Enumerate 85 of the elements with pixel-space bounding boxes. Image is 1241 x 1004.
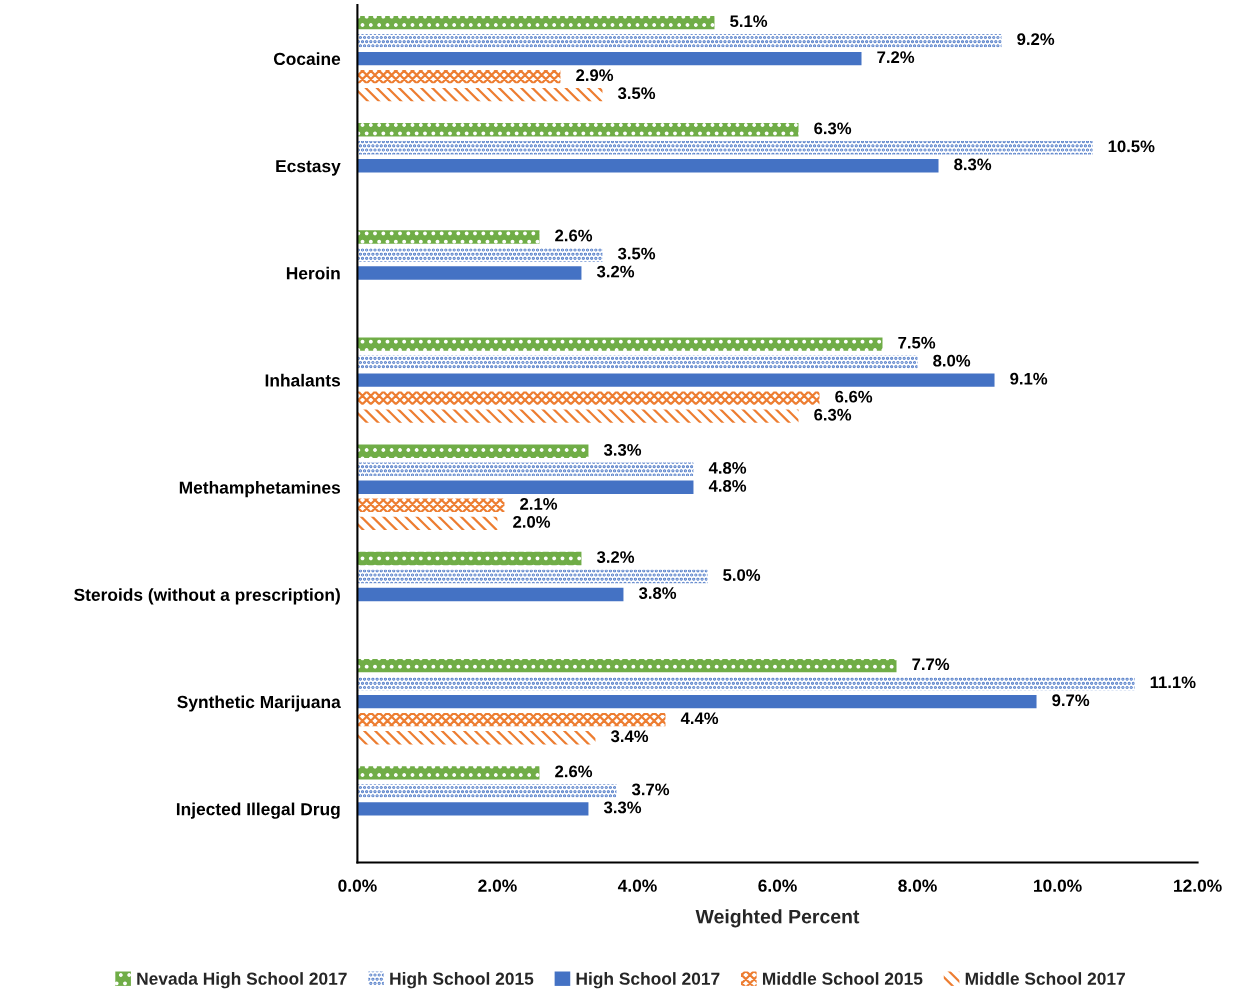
- legend-label: High School 2017: [576, 972, 720, 989]
- data-label: 5.1%: [730, 15, 768, 28]
- data-label: 6.3%: [814, 122, 852, 135]
- bar: [357, 587, 624, 602]
- data-label: 11.1%: [1150, 676, 1196, 689]
- bar: [357, 69, 561, 84]
- bar: [357, 391, 820, 405]
- data-label: 3.2%: [596, 551, 635, 563]
- bar: [357, 409, 799, 423]
- data-label: 3.3%: [603, 801, 642, 814]
- data-label: 10.5%: [1108, 140, 1155, 153]
- x-tick-label: 8.0%: [898, 879, 937, 892]
- data-label: 7.7%: [912, 658, 950, 671]
- data-label: 9.7%: [1052, 694, 1090, 707]
- bar: [357, 658, 897, 673]
- data-label: 3.5%: [617, 87, 656, 100]
- data-label: 3.7%: [631, 783, 670, 796]
- data-label: 7.5%: [898, 336, 936, 349]
- x-tick-label: 0.0%: [338, 879, 377, 892]
- data-label: 2.9%: [576, 69, 614, 82]
- bar: [357, 694, 1037, 709]
- bar: [357, 15, 715, 30]
- x-axis-title: Weighted Percent: [695, 909, 860, 928]
- data-label: 6.6%: [835, 390, 873, 403]
- data-label: 9.1%: [1010, 372, 1048, 385]
- bar: [357, 373, 995, 387]
- bar: [357, 498, 505, 513]
- data-label: 2.6%: [555, 229, 593, 242]
- bar: [357, 51, 862, 66]
- bar: [357, 676, 1135, 691]
- x-tick-label: 10.0%: [1034, 879, 1082, 892]
- y-tick-label: Heroin: [286, 266, 340, 280]
- data-label: 2.6%: [555, 765, 593, 778]
- x-tick-label: 12.0%: [1174, 879, 1222, 892]
- bar: [357, 33, 1002, 48]
- bar: [357, 784, 617, 798]
- data-label: 3.3%: [603, 443, 642, 456]
- bar: [357, 123, 799, 137]
- data-label: 3.5%: [617, 247, 656, 260]
- y-tick-label: Synthetic Marijuana: [177, 695, 341, 712]
- bar: [357, 266, 582, 280]
- legend-label: Middle School 2015: [762, 972, 923, 985]
- bar: [357, 516, 498, 531]
- data-label: 8.0%: [933, 354, 971, 367]
- data-label: 6.3%: [814, 408, 852, 421]
- data-label: 2.1%: [520, 497, 558, 510]
- x-tick-label: 6.0%: [758, 879, 797, 892]
- bar: [357, 159, 939, 173]
- data-label: 9.2%: [1017, 33, 1055, 46]
- bar: [357, 802, 589, 816]
- bar: [357, 87, 603, 102]
- x-tick-label: 2.0%: [478, 879, 517, 892]
- bar: [357, 141, 1093, 155]
- bar: [357, 230, 540, 244]
- bar: [357, 444, 589, 458]
- bar: [357, 337, 883, 351]
- bar: [357, 766, 540, 780]
- bar: [357, 462, 694, 477]
- data-label: 5.0%: [723, 569, 761, 581]
- bar: [357, 248, 603, 262]
- data-label: 3.4%: [610, 730, 649, 743]
- bar: [357, 712, 666, 727]
- y-tick-label: Injected Illegal Drug: [176, 802, 340, 819]
- bar: [357, 355, 918, 369]
- x-tick-label: 4.0%: [617, 879, 657, 892]
- y-tick-label: Ecstasy: [276, 160, 341, 176]
- data-label: 7.2%: [877, 51, 915, 64]
- y-tick-label: Methamphetamines: [179, 481, 341, 498]
- legend-label: Nevada High School 2017: [137, 972, 347, 989]
- y-tick-label: Cocaine: [273, 52, 341, 66]
- bar: [357, 551, 582, 566]
- data-label: 4.4%: [680, 712, 719, 725]
- bar: [357, 730, 596, 745]
- y-tick-label: Inhalants: [265, 373, 341, 387]
- data-label: 4.8%: [708, 461, 747, 474]
- y-tick-label: Steroids (without a prescription): [74, 588, 340, 605]
- data-label: 2.0%: [513, 516, 551, 528]
- bar: [357, 480, 694, 495]
- data-label: 4.8%: [708, 479, 747, 492]
- data-label: 3.2%: [596, 265, 635, 278]
- data-label: 3.8%: [638, 587, 677, 599]
- bar: [357, 569, 708, 584]
- legend-label: High School 2015: [390, 972, 534, 989]
- data-label: 8.3%: [954, 158, 992, 171]
- legend-label: Middle School 2017: [965, 972, 1125, 985]
